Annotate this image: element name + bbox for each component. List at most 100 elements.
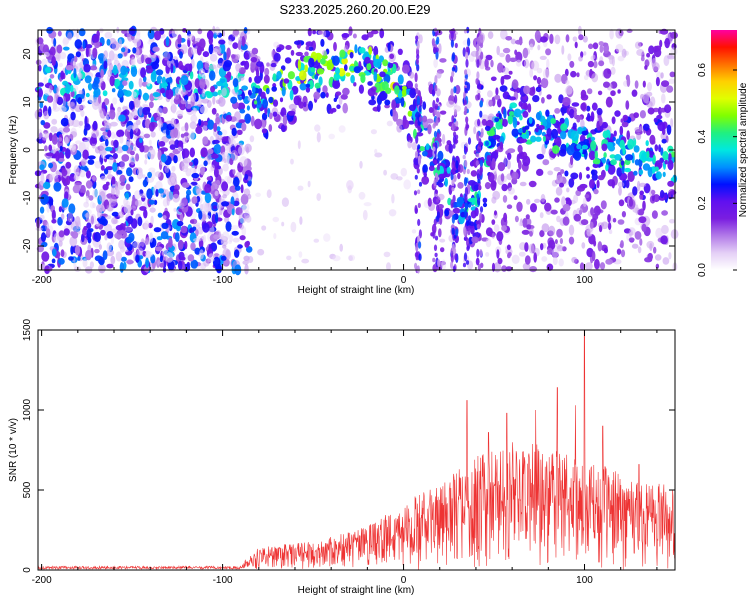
spectrogram-cell	[619, 243, 623, 248]
spectrogram-cell	[433, 179, 437, 187]
spectrogram-cell	[419, 116, 423, 123]
spectrogram-cell	[331, 107, 337, 113]
spectrogram-cell	[202, 234, 207, 243]
spectrogram-cell	[648, 150, 655, 158]
spectrogram-cell	[476, 58, 480, 68]
spectrogram-cell	[184, 240, 188, 250]
spectrogram-cell	[670, 118, 674, 128]
spectrogram-cell	[591, 102, 598, 111]
spectrogram-cell	[487, 172, 495, 183]
spectrogram-cell	[587, 60, 595, 68]
spectrogram-cell	[242, 260, 249, 265]
spectrogram-cell	[303, 101, 307, 108]
spectrogram-cell	[589, 179, 595, 189]
spectrogram-cell	[467, 218, 472, 226]
spectrogram-cell	[640, 56, 645, 62]
spectrogram-cell	[522, 155, 531, 167]
spectrogram-cell	[515, 59, 522, 67]
spectrogram-cell	[222, 231, 230, 242]
spectrogram-cell	[223, 158, 227, 164]
spectrogram-cell	[208, 44, 214, 55]
spectrogram-cell	[649, 134, 656, 145]
spectrogram-cell	[484, 125, 491, 131]
spectrogram-cell	[666, 124, 672, 136]
spectrogram-cell	[383, 169, 387, 176]
spectrogram-cell	[507, 187, 515, 195]
spectrogram-cell	[535, 86, 542, 93]
spectrogram-cell	[189, 147, 195, 158]
spectrogram-cell	[554, 108, 561, 114]
spectrogram-cell	[385, 87, 392, 94]
spectrogram-cell	[436, 211, 441, 219]
spectrogram-cell	[583, 51, 587, 56]
spectrogram-cell	[572, 36, 578, 42]
y-tick-label: -20	[22, 238, 33, 253]
spectrogram-cell	[464, 209, 468, 219]
spectrogram-cell	[418, 241, 422, 249]
spectrogram-cell	[224, 216, 230, 224]
spectrogram-cell	[149, 232, 154, 243]
spectrogram-cell	[417, 202, 421, 209]
spectrogram-cell	[62, 127, 71, 133]
spectrogram-cell	[585, 166, 590, 171]
spectrogram-cell	[452, 194, 456, 203]
spectrogram-cell	[464, 186, 468, 197]
spectrogram-cell	[272, 73, 277, 82]
spectrogram-cell	[507, 115, 513, 125]
spectrogram-cell	[475, 220, 479, 225]
spectrogram-cell	[74, 245, 81, 256]
spectrogram-cell	[73, 55, 78, 63]
spectrogram-cell	[634, 159, 640, 166]
spectrogram-cell	[667, 145, 674, 153]
spectrogram-cell	[556, 215, 561, 223]
spectrogram-cell	[202, 222, 210, 233]
spectrogram-cell	[446, 166, 451, 174]
spectrogram-cell	[180, 256, 186, 261]
spectrogram-cell	[456, 196, 465, 205]
spectrogram-cell	[561, 106, 565, 116]
spectrogram-cell	[206, 176, 212, 181]
spectrogram-cell	[147, 29, 155, 40]
spectrogram-cell	[593, 188, 599, 195]
spectrogram-cell	[463, 99, 467, 105]
spectrogram-cell	[245, 246, 253, 253]
spectrogram-cell	[491, 196, 497, 204]
spectrogram-cell	[491, 151, 499, 160]
spectrogram-cell	[58, 258, 65, 265]
spectrogram-cell	[450, 31, 454, 40]
spectrogram-cell	[111, 211, 119, 217]
spectrogram-cell	[272, 99, 279, 107]
spectrogram-cell	[58, 230, 65, 238]
spectrogram-cell	[514, 39, 523, 45]
spectrogram-cell	[332, 55, 340, 66]
spectrogram-cell	[560, 123, 568, 132]
spectrogram-cell	[102, 250, 108, 260]
spectrogram-cell	[100, 175, 108, 181]
spectrogram-cell	[290, 49, 295, 56]
spectrogram-cell	[394, 85, 400, 95]
spectrogram-cell	[354, 44, 358, 54]
spectrogram-cell	[82, 139, 90, 150]
spectrogram-cell	[153, 199, 158, 205]
spectrogram-cell	[627, 138, 635, 150]
spectrogram-cell	[546, 58, 550, 70]
spectrogram-cell	[512, 117, 518, 129]
spectrogram-cell	[161, 222, 169, 229]
spectrogram-cell	[189, 63, 193, 73]
spectrogram-cell	[577, 185, 585, 192]
spectrogram-cell	[255, 68, 260, 78]
spectrogram-cell	[139, 137, 143, 143]
spectrogram-cell	[586, 174, 590, 179]
spectrogram-cell	[212, 91, 219, 97]
spectrogram-cell	[228, 138, 233, 148]
spectrogram-cell	[160, 192, 164, 199]
spectrogram-cell	[280, 124, 286, 133]
spectrogram-cell	[436, 132, 440, 138]
spectrogram-cell	[451, 66, 455, 72]
spectrogram-cell	[273, 41, 280, 48]
spectrogram-cell	[191, 172, 200, 179]
spectrogram-cell	[655, 227, 663, 239]
spectrogram-cell	[600, 200, 607, 210]
spectrogram-cell	[436, 70, 442, 79]
spectrogram-cell	[204, 60, 210, 71]
